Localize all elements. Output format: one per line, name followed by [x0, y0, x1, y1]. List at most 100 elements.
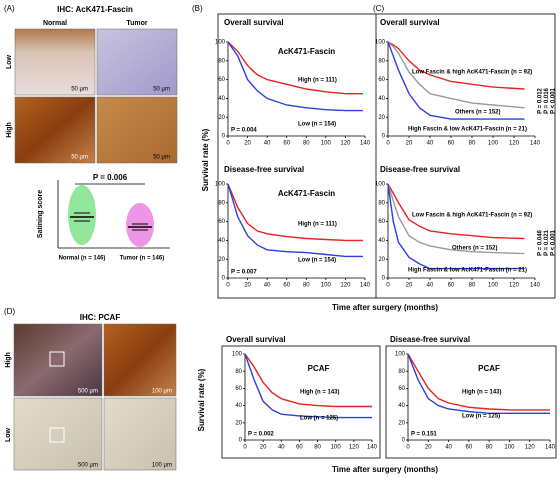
- x-tick-label: 100: [504, 445, 515, 451]
- x-tick-label: 20: [244, 283, 251, 289]
- plot-frame: [221, 345, 381, 459]
- y-tick-label: 20: [235, 420, 242, 426]
- x-tick-label: 80: [486, 445, 493, 451]
- y-tick-label: 40: [398, 403, 405, 409]
- y-tick-label: 80: [378, 200, 385, 206]
- series-label: Low (n = 154): [298, 258, 336, 264]
- scale-bar-label: 50 µm: [71, 155, 88, 161]
- y-tick-label: 100: [375, 40, 386, 46]
- y-tick-label: 100: [215, 40, 226, 46]
- series-label: High Fascin & low AcK471-Fascin (n = 21): [408, 268, 527, 274]
- survival-curve: [387, 183, 525, 270]
- survival-curve: [227, 183, 363, 242]
- y-axis-label: Satining score: [37, 190, 44, 238]
- y-tick-label: 60: [218, 77, 225, 83]
- y-tick-label: 60: [235, 386, 242, 392]
- x-tick-label: 80: [469, 141, 476, 147]
- y-tick-label: 40: [218, 238, 225, 244]
- y-tick-label: 100: [215, 182, 226, 188]
- x-tick-label: 0: [226, 141, 230, 147]
- x-tick-label: 100: [321, 141, 332, 147]
- x-tick-label: 60: [296, 445, 303, 451]
- zoom-box: [49, 351, 65, 367]
- x-tick-label: 40: [445, 445, 452, 451]
- plot-frame: [385, 345, 557, 459]
- p-value: P = 0.046: [538, 229, 544, 255]
- series-label: Low (n = 125): [462, 414, 500, 420]
- histology-image: [14, 96, 96, 164]
- chart-subtitle: AcK471-Fascin: [278, 47, 335, 56]
- series-label: Low Fascin & high AcK471-Fascin (n = 92): [412, 70, 532, 76]
- series-label: Low (n = 125): [300, 416, 338, 422]
- row-label: High: [5, 352, 12, 368]
- scale-bar-label: 50 µm: [153, 87, 170, 93]
- x-tick-label: 120: [509, 283, 520, 289]
- y-axis-label: Survival rate (%): [197, 368, 206, 431]
- y-tick-label: 40: [235, 403, 242, 409]
- x-tick-label: 120: [340, 283, 351, 289]
- x-tick-label: 80: [469, 283, 476, 289]
- scale-bar-label: 500 µm: [78, 389, 98, 395]
- survival-curve: [227, 41, 363, 95]
- histology-image: [13, 397, 103, 471]
- p-value: P = 0.151: [411, 432, 437, 438]
- x-tick-label: 20: [406, 141, 413, 147]
- x-tick-label: 120: [340, 141, 351, 147]
- y-tick-label: 100: [232, 352, 243, 358]
- x-tick-label: 20: [406, 283, 413, 289]
- y-tick-label: 80: [218, 200, 225, 206]
- y-tick-label: 80: [378, 58, 385, 64]
- p-value: P < 0.001: [551, 229, 557, 255]
- y-tick-label: 60: [378, 77, 385, 83]
- x-tick-label: 60: [448, 283, 455, 289]
- histology-image: [103, 323, 177, 397]
- x-tick-label: 60: [283, 141, 290, 147]
- x-tick-label: 0: [243, 445, 247, 451]
- histology-image: [14, 28, 96, 96]
- x-tick-label: 0: [406, 445, 410, 451]
- panel-frame: [217, 13, 556, 299]
- p-value: P = 0.002: [248, 432, 274, 438]
- p-value: P = 0.006: [93, 173, 128, 182]
- x-tick-label: 40: [264, 283, 271, 289]
- y-tick-label: 0: [382, 134, 386, 140]
- scale-bar-label: 500 µm: [78, 463, 98, 469]
- dot-cloud: [68, 185, 96, 245]
- x-tick-label: Tumor (n = 146): [120, 256, 164, 262]
- series-label: High (n = 143): [462, 390, 502, 396]
- survival-curve: [387, 183, 525, 255]
- series-label: High (n = 143): [300, 390, 340, 396]
- chart-title: Disease-free survival: [380, 165, 460, 174]
- row-label: Low: [5, 427, 12, 442]
- y-axis-label: Survival rate (%): [201, 128, 210, 191]
- x-tick-label: 140: [530, 283, 541, 289]
- y-tick-label: 20: [378, 257, 385, 263]
- row-label: Low: [6, 54, 13, 69]
- histology-image: [96, 28, 178, 96]
- dot-cloud: [126, 203, 154, 247]
- x-tick-label: 0: [386, 141, 390, 147]
- x-tick-label: 20: [244, 141, 251, 147]
- series-label: High (n = 111): [298, 222, 337, 228]
- series-label: Low (n = 154): [298, 122, 336, 128]
- y-tick-label: 20: [398, 420, 405, 426]
- y-tick-label: 40: [378, 96, 385, 102]
- chart-title: Overall survival: [380, 18, 440, 27]
- x-tick-label: 100: [488, 141, 499, 147]
- x-tick-label: 40: [264, 141, 271, 147]
- histology-image: [96, 96, 178, 164]
- x-tick-label: 20: [260, 445, 267, 451]
- x-tick-label: 120: [349, 445, 360, 451]
- survival-curve: [387, 41, 525, 120]
- series-label: Others (n = 152): [452, 246, 498, 252]
- x-tick-label: 80: [314, 445, 321, 451]
- p-value: P < 0.001: [551, 87, 557, 113]
- x-tick-label: 60: [448, 141, 455, 147]
- x-tick-label: 40: [427, 283, 434, 289]
- x-axis-label: Time after surgery (months): [332, 303, 438, 312]
- panel-title: IHC: AcK471-Fascin: [57, 5, 133, 14]
- panel-label: (C): [373, 4, 384, 13]
- series-label: Others (n = 152): [455, 110, 501, 116]
- chart-title: Overall survival: [226, 335, 286, 344]
